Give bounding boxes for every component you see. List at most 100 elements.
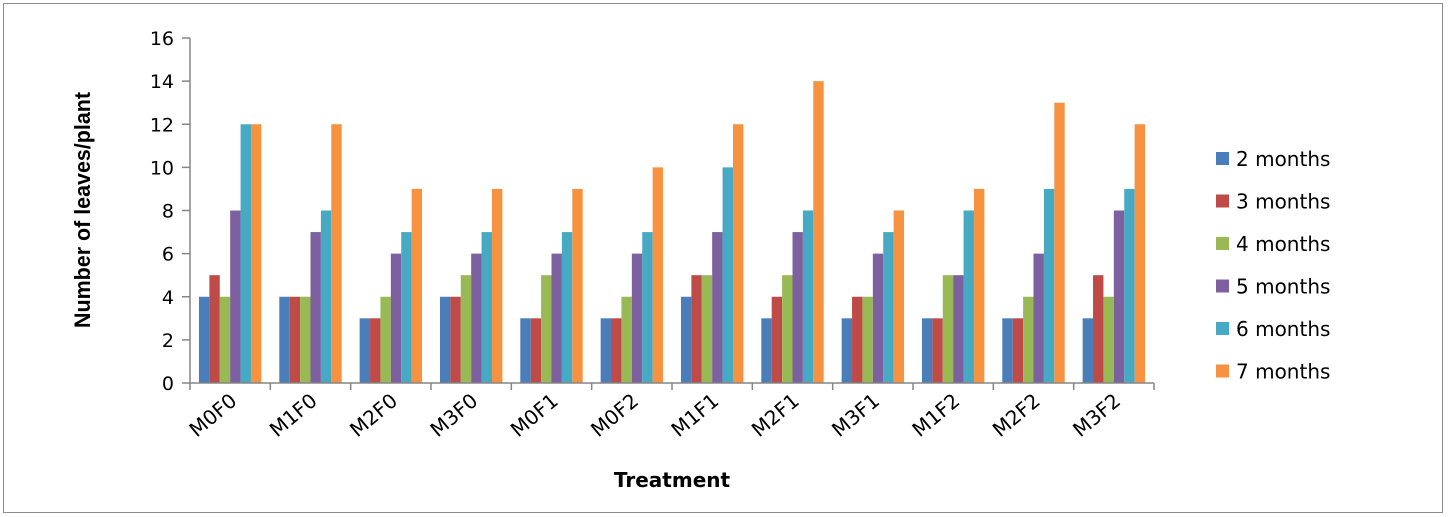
bar-7-months-M1F1 xyxy=(732,124,744,383)
bar-4-months-M3F2 xyxy=(1103,296,1114,383)
bar-3-months-M0F2 xyxy=(611,318,622,383)
y-tick-label: 10 xyxy=(150,157,174,179)
bar-4-months-M3F0 xyxy=(460,275,472,383)
bar-2-months-M0F0 xyxy=(198,296,210,383)
bar-3-months-M3F0 xyxy=(450,296,461,383)
legend-swatch xyxy=(1216,194,1229,208)
bar-3-months-M2F0 xyxy=(370,318,381,383)
bar-5-months-M2F0 xyxy=(390,253,402,383)
bar-6-months-M2F1 xyxy=(802,210,814,383)
y-tick-label: 14 xyxy=(150,71,174,93)
bar-2-months-M0F1 xyxy=(520,318,531,383)
y-tick-label: 0 xyxy=(162,373,174,395)
bar-3-months-M2F2 xyxy=(1012,318,1024,383)
legend-label: 7 months xyxy=(1236,360,1330,384)
bar-5-months-M2F2 xyxy=(1033,253,1044,383)
bar-2-months-M2F2 xyxy=(1002,318,1013,383)
legend-label: 3 months xyxy=(1236,190,1330,214)
bar-6-months-M1F0 xyxy=(320,210,332,383)
bar-4-months-M2F2 xyxy=(1023,296,1034,383)
bar-4-months-M0F1 xyxy=(541,275,552,383)
x-category-label: M2F0 xyxy=(345,388,402,441)
x-category-label: M3F0 xyxy=(425,388,482,441)
bar-3-months-M0F0 xyxy=(209,275,220,383)
bar-5-months-M0F1 xyxy=(551,253,562,383)
bar-2-months-M3F1 xyxy=(841,318,853,383)
bar-3-months-M2F1 xyxy=(771,296,783,383)
bar-7-months-M0F2 xyxy=(652,167,664,383)
legend-swatch xyxy=(1216,364,1229,378)
legend-label: 4 months xyxy=(1236,232,1330,256)
bar-6-months-M0F1 xyxy=(561,232,573,383)
bar-6-months-M2F0 xyxy=(401,232,412,383)
legend-label: 5 months xyxy=(1236,275,1330,299)
bar-4-months-M1F2 xyxy=(942,275,954,383)
x-axis-ticks xyxy=(189,383,1155,390)
bar-5-months-M1F2 xyxy=(953,275,964,383)
bar-7-months-M3F2 xyxy=(1134,124,1146,383)
bar-7-months-M0F0 xyxy=(250,124,262,383)
x-category-label: M1F2 xyxy=(907,388,964,441)
bar-6-months-M2F2 xyxy=(1043,188,1055,383)
bar-4-months-M2F1 xyxy=(782,275,793,383)
bar-7-months-M1F2 xyxy=(973,188,985,383)
legend-swatch xyxy=(1216,279,1229,293)
bar-7-months-M2F1 xyxy=(813,81,824,383)
y-axis-title: Number of leaves/plant xyxy=(70,91,95,328)
x-axis-title: Treatment xyxy=(614,468,731,492)
y-tick-label: 4 xyxy=(162,287,174,309)
bar-3-months-M0F1 xyxy=(530,318,542,383)
bar-6-months-M1F1 xyxy=(722,167,733,383)
x-category-label: M2F2 xyxy=(988,388,1045,441)
legend-swatch xyxy=(1216,237,1229,250)
x-category-label: M1F1 xyxy=(666,388,723,441)
bar-2-months-M2F0 xyxy=(359,318,371,383)
bar-4-months-M1F0 xyxy=(300,296,311,383)
bar-6-months-M3F2 xyxy=(1124,188,1135,383)
legend-swatch xyxy=(1216,152,1229,165)
legend-swatch xyxy=(1216,322,1229,335)
x-category-label: M3F2 xyxy=(1068,388,1125,441)
x-category-label: M2F1 xyxy=(747,388,804,441)
legend: 2 months 3 months 4 months 5 months 6 months… xyxy=(1216,147,1330,384)
bar-3-months-M1F1 xyxy=(691,275,702,383)
bar-2-months-M1F0 xyxy=(279,296,290,383)
x-category-label: M3F1 xyxy=(827,388,884,441)
bar-4-months-M0F2 xyxy=(621,296,632,383)
y-axis-ticks: 0 2 4 6 8 10 12 14 16 xyxy=(150,28,190,395)
y-tick-label: 2 xyxy=(162,330,174,352)
bar-3-months-M1F0 xyxy=(289,296,301,383)
y-tick-label: 8 xyxy=(162,201,174,223)
bar-4-months-M1F1 xyxy=(701,275,713,383)
bar-7-months-M3F1 xyxy=(893,210,905,383)
bar-4-months-M3F1 xyxy=(862,296,873,383)
bar-5-months-M3F0 xyxy=(471,253,482,383)
bar-5-months-M1F0 xyxy=(310,232,321,383)
bar-2-months-M0F2 xyxy=(600,318,612,383)
bar-6-months-M0F2 xyxy=(642,232,653,383)
bar-7-months-M2F2 xyxy=(1054,102,1065,383)
bars xyxy=(198,81,1146,383)
bar-2-months-M3F0 xyxy=(439,296,451,383)
bar-3-months-M3F2 xyxy=(1093,275,1104,383)
y-tick-label: 6 xyxy=(162,244,174,266)
x-category-label: M1F0 xyxy=(265,388,322,441)
bar-2-months-M1F1 xyxy=(680,296,692,383)
bar-3-months-M1F2 xyxy=(932,318,943,383)
bar-3-months-M3F1 xyxy=(852,296,863,383)
bar-5-months-M3F2 xyxy=(1113,210,1125,383)
bar-5-months-M0F0 xyxy=(230,210,241,383)
bar-5-months-M1F1 xyxy=(712,232,723,383)
bar-6-months-M1F2 xyxy=(963,210,974,383)
bar-7-months-M3F0 xyxy=(491,188,503,383)
bar-2-months-M3F2 xyxy=(1082,318,1094,383)
legend-label: 6 months xyxy=(1236,317,1330,341)
bar-5-months-M3F1 xyxy=(872,253,884,383)
bar-4-months-M0F0 xyxy=(219,296,231,383)
x-category-label: M0F0 xyxy=(184,388,241,441)
legend-label: 2 months xyxy=(1236,147,1330,171)
bar-7-months-M1F0 xyxy=(331,124,342,383)
x-category-label: M0F2 xyxy=(586,388,643,441)
bar-2-months-M2F1 xyxy=(761,318,772,383)
